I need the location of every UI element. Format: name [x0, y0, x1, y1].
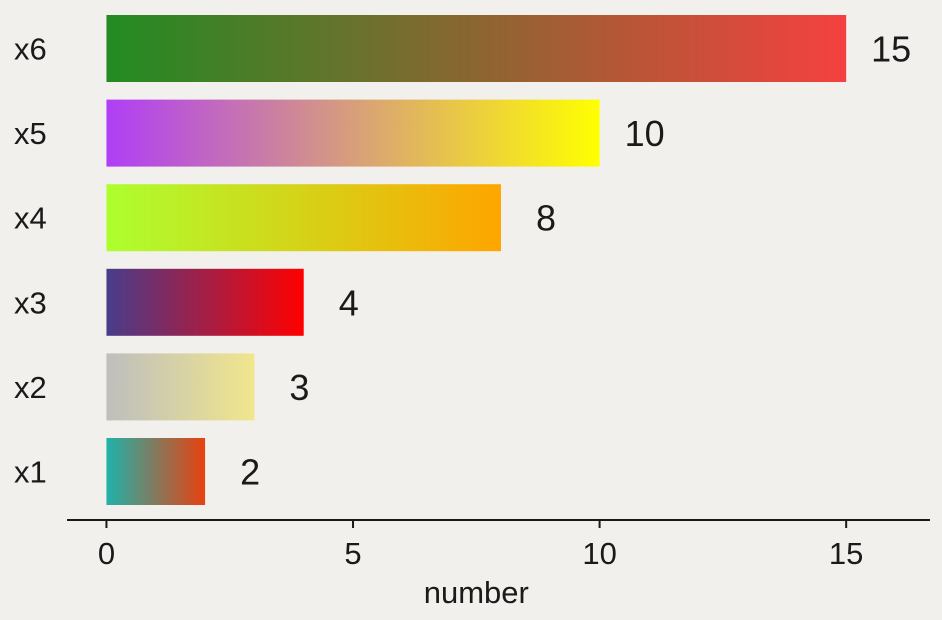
value-label-x1: 2 [240, 452, 260, 493]
bar-x4 [106, 184, 501, 252]
x-axis-title: number [424, 575, 529, 610]
value-labels: 2 3 4 8 10 15 [240, 29, 911, 493]
value-label-x5: 10 [625, 113, 665, 154]
value-label-x3: 4 [339, 282, 359, 323]
x-tick-label-15: 15 [829, 536, 863, 571]
category-label-x2: x2 [14, 370, 47, 405]
category-label-x3: x3 [14, 285, 47, 320]
bar-x6 [106, 15, 847, 82]
bar-x3 [106, 268, 304, 336]
x-tick-label-10: 10 [582, 536, 616, 571]
category-label-x6: x6 [14, 32, 47, 67]
category-label-x5: x5 [14, 116, 47, 151]
category-label-x1: x1 [14, 455, 47, 490]
value-label-x6: 15 [871, 29, 911, 70]
x-axis: 0 5 10 15 number [67, 519, 930, 610]
category-labels: x1 x2 x3 x4 x5 x6 [14, 32, 47, 490]
bar-x5 [106, 99, 600, 167]
value-label-x4: 8 [536, 198, 556, 239]
x-tick-label-0: 0 [98, 536, 115, 571]
bar-x1 [106, 438, 206, 505]
category-label-x4: x4 [14, 201, 47, 236]
bar-x2 [106, 353, 255, 421]
bars-layer [106, 15, 847, 505]
x-tick-label-5: 5 [344, 536, 361, 571]
value-label-x2: 3 [289, 367, 309, 408]
